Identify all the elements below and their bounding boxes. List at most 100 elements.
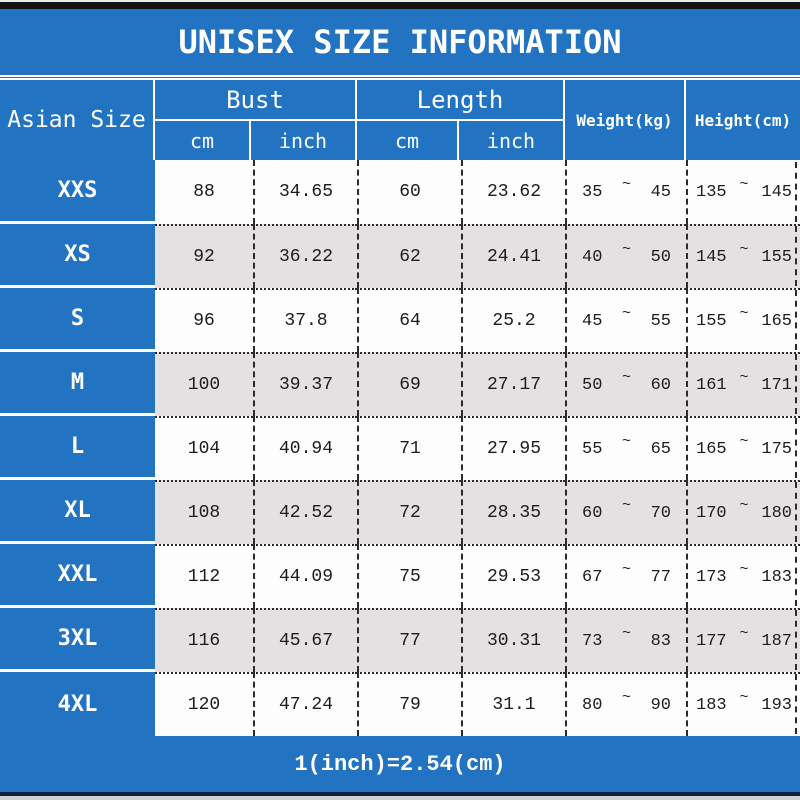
tilde-separator: ~ — [739, 624, 749, 642]
tilde-separator: ~ — [739, 304, 749, 322]
cell-weight-range: 80 ~90 — [565, 672, 686, 736]
cell-height-range: 145 ~155 — [686, 224, 800, 288]
header-length-subcolumns: cm inch — [357, 121, 563, 160]
tilde-separator: ~ — [621, 368, 631, 386]
cell-bust-inch: 42.52 — [253, 480, 357, 544]
weight-max: 55 — [650, 311, 671, 331]
table-row: S 96 37.8 64 25.2 45 ~55 155 ~165 — [0, 288, 800, 352]
tilde-separator: ~ — [621, 496, 631, 514]
cell-length-inch: 27.95 — [461, 416, 565, 480]
cell-length-inch: 23.62 — [461, 160, 565, 224]
cell-bust-inch: 44.09 — [253, 544, 357, 608]
table-row: XXL 112 44.09 75 29.53 67 ~77 173 ~183 — [0, 544, 800, 608]
weight-min: 67 — [582, 567, 603, 587]
weight-max: 50 — [650, 247, 671, 267]
table-row: XS 92 36.22 62 24.41 40 ~50 145 ~155 — [0, 224, 800, 288]
cell-height-range: 183 ~193 — [686, 672, 800, 736]
cell-length-cm: 75 — [357, 544, 461, 608]
size-label: XXS — [0, 160, 155, 224]
header-height: Height(cm) — [686, 80, 800, 160]
weight-min: 50 — [582, 375, 603, 395]
cell-weight-range: 45 ~55 — [565, 288, 686, 352]
weight-max: 60 — [650, 375, 671, 395]
cell-length-inch: 24.41 — [461, 224, 565, 288]
header-bust-inch: inch — [278, 128, 328, 153]
weight-min: 55 — [582, 439, 603, 459]
header-bust-subcolumns: cm inch — [155, 121, 355, 160]
header-weight: Weight(kg) — [565, 80, 686, 160]
cell-length-cm: 64 — [357, 288, 461, 352]
weight-max: 77 — [650, 567, 671, 587]
cell-weight-range: 40 ~50 — [565, 224, 686, 288]
size-label: 4XL — [0, 672, 155, 736]
cell-length-inch: 30.31 — [461, 608, 565, 672]
cell-bust-inch: 39.37 — [253, 352, 357, 416]
header-group-length: Length cm inch — [357, 80, 565, 160]
size-label: S — [0, 288, 155, 352]
table-body: XXS 88 34.65 60 23.62 35 ~45 135 ~145 XS 9… — [0, 160, 800, 736]
cell-bust-cm: 112 — [155, 544, 253, 608]
tilde-separator: ~ — [621, 624, 631, 642]
cell-bust-inch: 45.67 — [253, 608, 357, 672]
size-label: 3XL — [0, 608, 155, 672]
top-light-strip — [0, 0, 800, 2]
weight-max: 83 — [650, 631, 671, 651]
height-max: 165 — [761, 311, 792, 331]
cell-weight-range: 35 ~45 — [565, 160, 686, 224]
height-max: 155 — [761, 247, 792, 267]
table-row: 4XL 120 47.24 79 31.1 80 ~90 183 ~193 — [0, 672, 800, 736]
table-row: XXS 88 34.65 60 23.62 35 ~45 135 ~145 — [0, 160, 800, 224]
table-row: L 104 40.94 71 27.95 55 ~65 165 ~175 — [0, 416, 800, 480]
header-bust-cm: cm — [155, 121, 251, 160]
header-group-bust: Bust cm inch — [155, 80, 357, 160]
weight-min: 60 — [582, 503, 603, 523]
cell-bust-cm: 92 — [155, 224, 253, 288]
cell-length-cm: 62 — [357, 224, 461, 288]
size-label: XL — [0, 480, 155, 544]
cell-length-cm: 71 — [357, 416, 461, 480]
table-header: Asian Size Bust cm inch Length cm inch W… — [0, 80, 800, 160]
height-max: 180 — [761, 503, 792, 523]
size-label: L — [0, 416, 155, 480]
weight-max: 65 — [650, 439, 671, 459]
height-min: 177 — [696, 631, 727, 651]
height-min: 135 — [696, 182, 727, 202]
table-row: XL 108 42.52 72 28.35 60 ~70 170 ~180 — [0, 480, 800, 544]
cell-bust-cm: 88 — [193, 182, 215, 202]
weight-min: 73 — [582, 631, 603, 651]
cell-height-range: 170 ~180 — [686, 480, 800, 544]
cell-bust-cm: 104 — [155, 416, 253, 480]
cell-height-range: 135 ~145 — [686, 160, 800, 224]
tilde-separator: ~ — [739, 496, 749, 514]
height-max: 171 — [761, 375, 792, 395]
height-min: 165 — [696, 439, 727, 459]
cell-length-cm: 72 — [357, 480, 461, 544]
title-bar: UNISEX SIZE INFORMATION — [0, 9, 800, 80]
weight-min: 40 — [582, 247, 603, 267]
height-min: 161 — [696, 375, 727, 395]
cell-length-cm: 69 — [357, 352, 461, 416]
cell-bust-inch: 37.8 — [253, 288, 357, 352]
bottom-navy-strip — [0, 792, 800, 796]
table-row: M 100 39.37 69 27.17 50 ~60 161 ~171 — [0, 352, 800, 416]
cell-bust-cm: 108 — [155, 480, 253, 544]
cell-weight-range: 73 ~83 — [565, 608, 686, 672]
tilde-separator: ~ — [621, 432, 631, 450]
cell-length-inch: 28.35 — [461, 480, 565, 544]
tilde-separator: ~ — [739, 368, 749, 386]
weight-min: 80 — [582, 695, 603, 715]
weight-min: 35 — [582, 182, 603, 202]
cell-weight-range: 50 ~60 — [565, 352, 686, 416]
inch-cm-conversion-note: 1(inch)=2.54(cm) — [294, 751, 506, 777]
height-max: 183 — [761, 567, 792, 587]
cell-weight-range: 60 ~70 — [565, 480, 686, 544]
height-max: 145 — [761, 182, 792, 202]
tilde-separator: ~ — [621, 175, 631, 193]
top-black-strip — [0, 2, 800, 9]
tilde-separator: ~ — [621, 688, 631, 706]
header-asian-size: Asian Size — [0, 80, 155, 160]
cell-bust-inch: 34.65 — [253, 160, 357, 224]
tilde-separator: ~ — [621, 560, 631, 578]
header-length-cm: cm — [357, 121, 459, 160]
